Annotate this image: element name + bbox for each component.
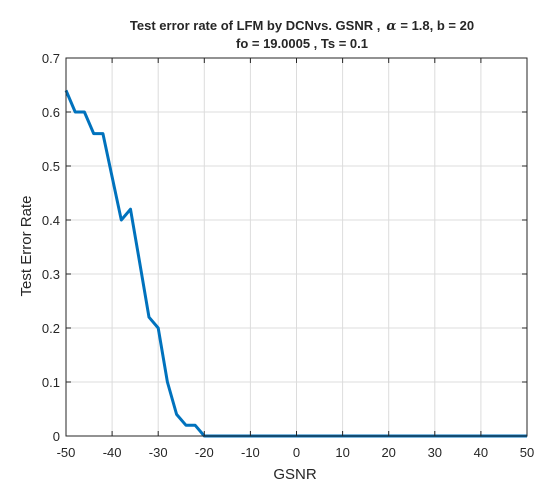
- x-tick-label: 20: [381, 445, 395, 460]
- y-tick-label: 0.5: [42, 159, 60, 174]
- y-tick-label: 0.4: [42, 213, 60, 228]
- x-tick-label: 40: [474, 445, 488, 460]
- x-tick-label: -40: [103, 445, 122, 460]
- y-axis-label: Test Error Rate: [18, 196, 35, 297]
- y-tick-label: 0.7: [42, 51, 60, 66]
- alpha-symbol: α: [386, 19, 396, 34]
- y-tick-label: 0.1: [42, 375, 60, 390]
- chart-title-prefix: Test error rate of LFM by DCNvs. GSNR ,: [130, 18, 380, 33]
- grid: [66, 58, 527, 436]
- x-tick-label: 10: [335, 445, 349, 460]
- y-tick-label: 0.6: [42, 105, 60, 120]
- x-tick-label: 0: [293, 445, 300, 460]
- y-tick-label: 0.2: [42, 321, 60, 336]
- x-tick-label: -30: [149, 445, 168, 460]
- x-tick-label: -20: [195, 445, 214, 460]
- x-axis-label: GSNR: [273, 466, 317, 483]
- x-tick-label: -50: [57, 445, 76, 460]
- chart-title-line2: fo = 19.0005 , Ts = 0.1: [236, 36, 368, 51]
- chart-title-line1: Test error rate of LFM by DCNvs. GSNR , α…: [130, 18, 474, 34]
- x-tick-label: -10: [241, 445, 260, 460]
- chart-title-suffix: = 1.8, b = 20: [400, 18, 474, 33]
- x-tick-label: 50: [520, 445, 534, 460]
- y-tick-label: 0.3: [42, 267, 60, 282]
- x-tick-label: 30: [428, 445, 442, 460]
- y-tick-label: 0: [53, 429, 60, 444]
- ticks: -50 -40 -30 -20 -10 0 10 20 30 40 50 0 0.1 0.2 0.3 0.4 0…: [42, 51, 534, 460]
